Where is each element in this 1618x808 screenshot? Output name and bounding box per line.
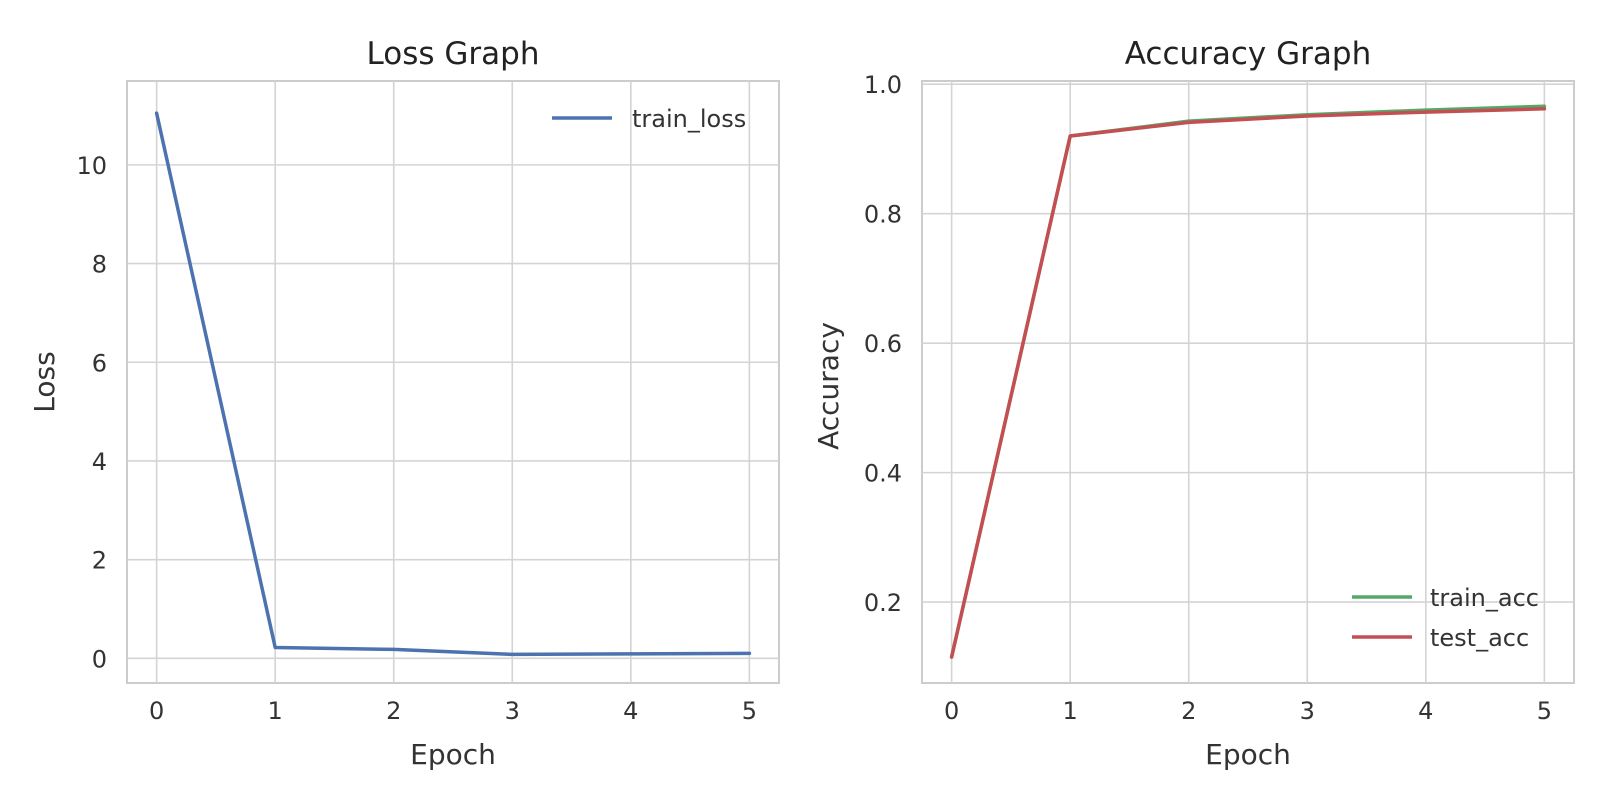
- loss-x-tick-label: 0: [149, 697, 164, 725]
- accuracy-x-tick-label: 5: [1537, 697, 1552, 725]
- loss-plot-area: [126, 80, 780, 684]
- loss-y-tick-label: 4: [92, 448, 107, 476]
- loss-y-tick-label: 6: [92, 349, 107, 377]
- loss-y-tick-label: 10: [76, 152, 107, 180]
- accuracy-y-tick-label: 0.6: [864, 330, 902, 358]
- accuracy-ticks: 0 1 2 3 4 5 0.2 0.4 0.6 0.8 1.0: [864, 71, 1552, 725]
- loss-x-tick-label: 4: [623, 697, 638, 725]
- loss-x-axis-label: Epoch: [410, 738, 496, 771]
- series-line-train_loss: [154, 111, 752, 657]
- accuracy-x-tick-label: 4: [1418, 697, 1433, 725]
- accuracy-y-tick-label: 0.2: [864, 589, 902, 617]
- accuracy-y-tick-label: 1.0: [864, 71, 902, 99]
- loss-x-tick-label: 3: [505, 697, 520, 725]
- accuracy-chart-title: Accuracy Graph: [1125, 36, 1371, 72]
- loss-chart: 0 1 2 3 4 5 0 2 4 6 8 10 Loss Graph Epoch Loss trai…: [28, 36, 780, 771]
- loss-legend: train_loss: [552, 105, 746, 133]
- loss-x-tick-label: 5: [742, 697, 757, 725]
- loss-y-tick-label: 2: [92, 547, 107, 575]
- series-line-test_acc: [949, 107, 1547, 659]
- accuracy-legend: train_acc test_acc: [1352, 584, 1539, 652]
- accuracy-x-tick-label: 1: [1063, 697, 1078, 725]
- loss-ticks: 0 1 2 3 4 5 0 2 4 6 8 10: [76, 152, 757, 725]
- accuracy-grid: [922, 81, 1574, 683]
- loss-chart-title: Loss Graph: [367, 36, 540, 72]
- accuracy-y-tick-label: 0.4: [864, 460, 902, 488]
- legend-label-train_acc: train_acc: [1430, 584, 1539, 612]
- accuracy-plot-area: [921, 80, 1575, 684]
- loss-x-tick-label: 1: [268, 697, 283, 725]
- accuracy-x-tick-label: 2: [1181, 697, 1196, 725]
- loss-y-tick-label: 8: [92, 251, 107, 279]
- accuracy-x-tick-label: 3: [1300, 697, 1315, 725]
- loss-y-axis-label: Loss: [28, 351, 61, 412]
- accuracy-chart: 0 1 2 3 4 5 0.2 0.4 0.6 0.8 1.0 Accuracy Graph Epo…: [812, 36, 1575, 771]
- accuracy-x-tick-label: 0: [944, 697, 959, 725]
- loss-y-tick-label: 0: [92, 645, 107, 673]
- accuracy-x-axis-label: Epoch: [1205, 738, 1291, 771]
- loss-x-tick-label: 2: [386, 697, 401, 725]
- loss-series: [154, 111, 752, 657]
- accuracy-y-axis-label: Accuracy: [812, 322, 845, 450]
- accuracy-series: [949, 104, 1547, 659]
- legend-label-train_loss: train_loss: [632, 105, 746, 133]
- accuracy-y-tick-label: 0.8: [864, 201, 902, 229]
- loss-grid: [127, 81, 779, 683]
- legend-label-test_acc: test_acc: [1430, 624, 1529, 652]
